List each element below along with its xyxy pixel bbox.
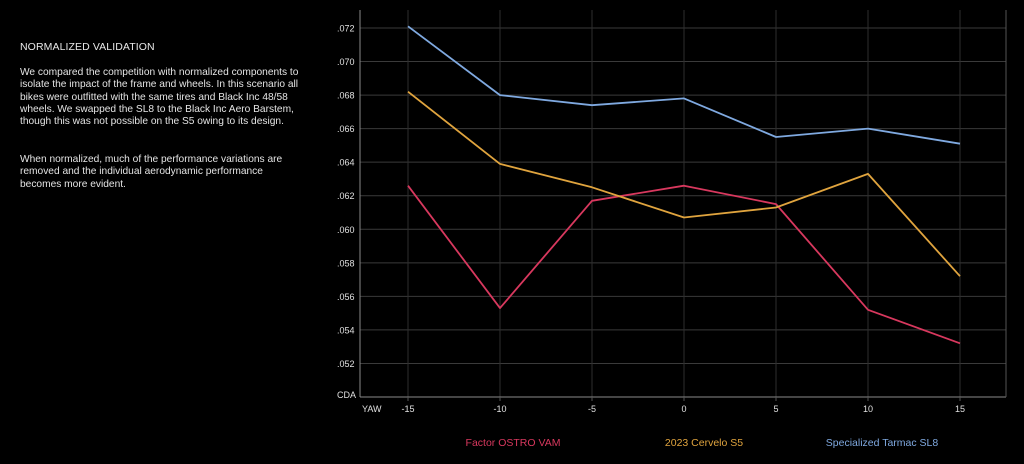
- legend-item: Factor OSTRO VAM: [466, 437, 561, 449]
- y-tick-label: .070: [337, 57, 355, 67]
- x-axis-title: YAW: [362, 404, 382, 414]
- legend-item: 2023 Cervelo S5: [665, 437, 743, 449]
- y-tick-label: .056: [337, 292, 355, 302]
- y-tick-label: .054: [337, 325, 355, 335]
- chart-legend: Factor OSTRO VAM 2023 Cervelo S5 Specializ…: [466, 437, 939, 449]
- y-tick-label: .052: [337, 359, 355, 369]
- y-tick-label: .062: [337, 191, 355, 201]
- description-paragraph-1: We compared the competition with normali…: [20, 67, 299, 128]
- x-tick-label: 0: [681, 404, 686, 414]
- y-tick-label: .072: [337, 24, 355, 34]
- chart-axes: .052 .054 .056 .058 .060 .062 .064 .066 .068 .070…: [337, 10, 1007, 414]
- x-tick-label: -15: [401, 404, 414, 414]
- x-tick-label: 10: [863, 404, 873, 414]
- y-tick-label: .064: [337, 158, 355, 168]
- description-paragraph-2: When normalized, much of the performance…: [20, 154, 283, 190]
- x-tick-label: 5: [773, 404, 778, 414]
- y-tick-label: .068: [337, 91, 355, 101]
- section-heading: NORMALIZED VALIDATION: [20, 41, 155, 53]
- y-tick-label: .066: [337, 124, 355, 134]
- y-tick-label: .058: [337, 258, 355, 268]
- x-tick-label: 15: [955, 404, 965, 414]
- series-line-specialized-tarmac-sl8: [407, 25, 961, 145]
- chart-grid: [360, 10, 1006, 397]
- x-tick-label: -10: [493, 404, 506, 414]
- legend-item: Specialized Tarmac SL8: [826, 437, 939, 449]
- y-tick-label: .060: [337, 225, 355, 235]
- x-tick-label: -5: [588, 404, 596, 414]
- series-line-2023-cervelo-s5: [407, 90, 961, 277]
- y-axis-title: CDA: [337, 390, 356, 400]
- chart-series: [407, 25, 961, 345]
- series-line-factor-ostro-vam: [407, 184, 961, 345]
